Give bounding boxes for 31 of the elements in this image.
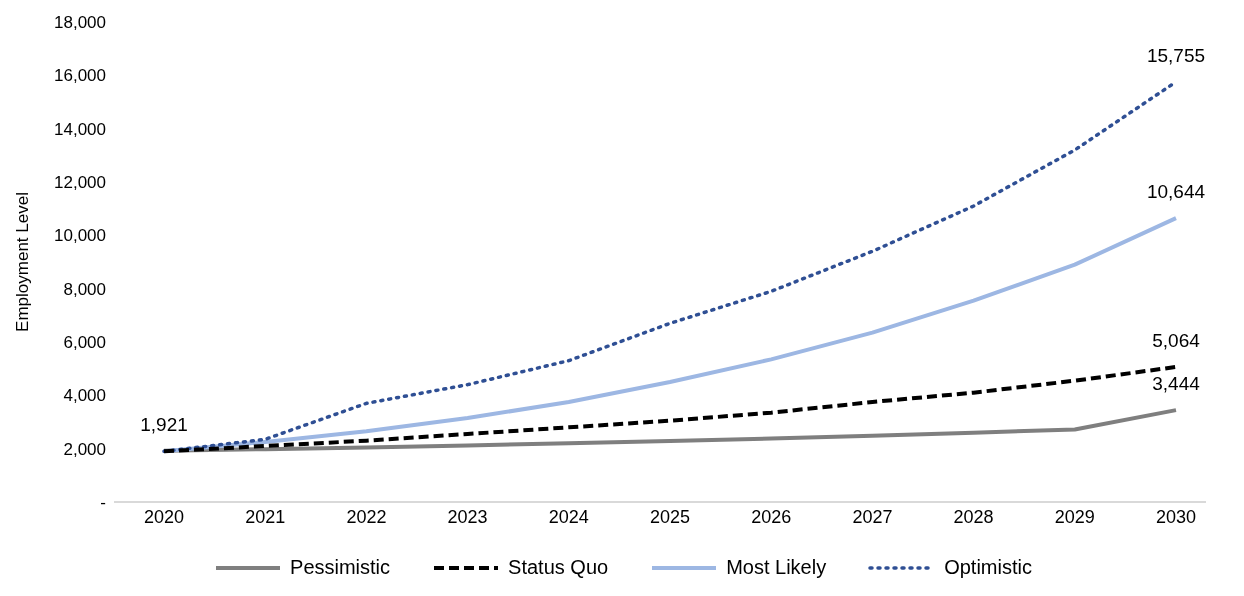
legend-label: Most Likely [726, 556, 827, 579]
y-tick-label: 10,000 [54, 226, 106, 246]
data-label: 3,444 [1152, 373, 1201, 395]
x-tick-label: 2026 [751, 506, 792, 527]
y-tick-label: - [100, 493, 106, 513]
x-tick-label: 2024 [548, 506, 589, 527]
y-tick-label: 2,000 [63, 439, 106, 459]
legend-label: Optimistic [944, 556, 1032, 579]
x-tick-label: 2025 [649, 506, 691, 527]
y-tick-label: 14,000 [54, 119, 106, 139]
x-tick-label: 2020 [143, 506, 185, 527]
x-tick-label: 2029 [1054, 506, 1095, 527]
legend-label: Pessimistic [290, 556, 391, 579]
data-label: 15,755 [1146, 44, 1206, 66]
x-tick-label: 2022 [346, 506, 387, 527]
y-tick-label: 8,000 [63, 279, 106, 299]
y-tick-label: 6,000 [63, 333, 106, 353]
data-label: 5,064 [1152, 329, 1201, 351]
y-tick-label: 16,000 [54, 66, 106, 86]
y-tick-label: 12,000 [54, 173, 106, 193]
legend-label: Status Quo [508, 556, 609, 579]
data-label: 10,644 [1146, 181, 1206, 203]
y-tick-label: 18,000 [54, 13, 106, 33]
y-tick-label: 4,000 [63, 386, 106, 406]
x-tick-label: 2030 [1155, 506, 1197, 527]
y-axis-title: Employment Level [13, 192, 33, 332]
x-tick-label: 2028 [953, 506, 994, 527]
x-tick-label: 2021 [245, 506, 286, 527]
x-tick-label: 2027 [852, 506, 893, 527]
data-label: 1,921 [140, 413, 188, 435]
x-tick-label: 2023 [447, 506, 488, 527]
